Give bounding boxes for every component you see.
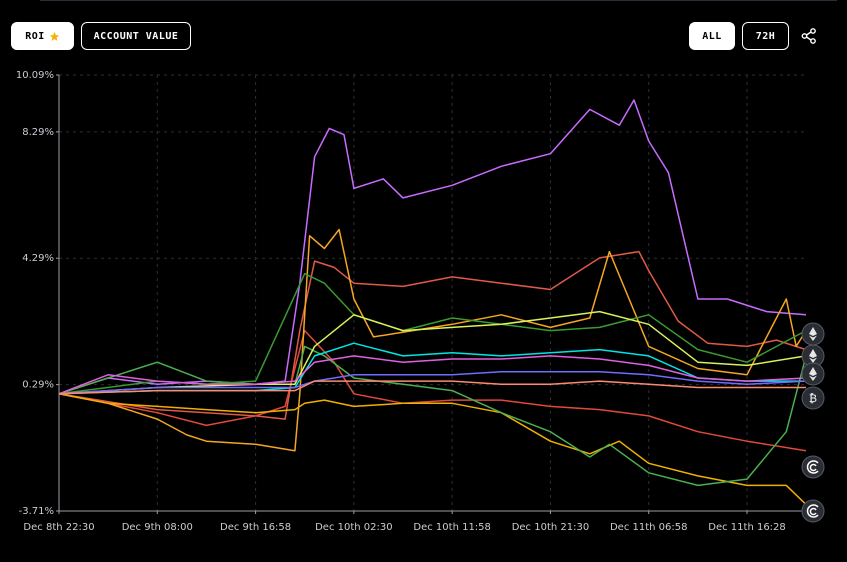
range-72h-button[interactable]: 72H <box>742 22 789 50</box>
series-line <box>58 250 807 420</box>
swirl-icon <box>801 499 825 523</box>
range-all-button[interactable]: ALL <box>689 22 735 50</box>
series-line <box>58 345 807 487</box>
y-tick-label: 0.29% <box>22 380 54 391</box>
star-icon <box>49 31 59 41</box>
x-tick-label: Dec 8th 22:30 <box>23 522 94 533</box>
x-tick-label: Dec 11th 16:28 <box>708 522 786 533</box>
series-line <box>58 393 807 505</box>
y-tick-label: -3.71% <box>19 506 54 517</box>
x-tick-label: Dec 11th 06:58 <box>610 522 688 533</box>
x-tick-label: Dec 10th 11:58 <box>413 522 491 533</box>
x-tick-label: Dec 10th 21:30 <box>512 522 590 533</box>
top-divider <box>40 0 837 1</box>
ethereum-glyph <box>809 367 817 381</box>
y-tick-label: 10.09% <box>16 70 54 81</box>
y-tick-label: 8.29% <box>22 127 54 138</box>
series-line <box>58 370 807 395</box>
x-tick-label: Dec 9th 08:00 <box>122 522 193 533</box>
bitcoin-glyph: ₿ <box>809 392 817 405</box>
series-line <box>58 310 807 395</box>
ethereum-glyph <box>809 327 817 341</box>
account-value-label: ACCOUNT VALUE <box>93 30 179 42</box>
series-line <box>58 272 807 395</box>
range-all-label: ALL <box>702 30 722 42</box>
x-tick-label: Dec 10th 02:30 <box>315 522 393 533</box>
series-line <box>58 99 807 395</box>
series-line <box>58 342 806 395</box>
swirl-glyph <box>806 460 819 474</box>
ethereum-glyph <box>809 349 817 363</box>
share-icon[interactable] <box>800 27 818 45</box>
y-tick-label: 4.29% <box>22 253 54 264</box>
bitcoin-icon <box>801 386 825 410</box>
swirl-icon <box>801 455 825 479</box>
series-line <box>58 355 807 395</box>
series-line <box>58 228 807 452</box>
series-line <box>58 380 806 395</box>
swirl-glyph <box>806 504 819 518</box>
range-72h-label: 72H <box>755 30 776 42</box>
x-tick-label: Dec 9th 16:58 <box>220 522 291 533</box>
account-value-button[interactable]: ACCOUNT VALUE <box>81 22 191 50</box>
roi-label: ROI <box>25 30 45 42</box>
roi-button[interactable]: ROI <box>11 22 74 50</box>
